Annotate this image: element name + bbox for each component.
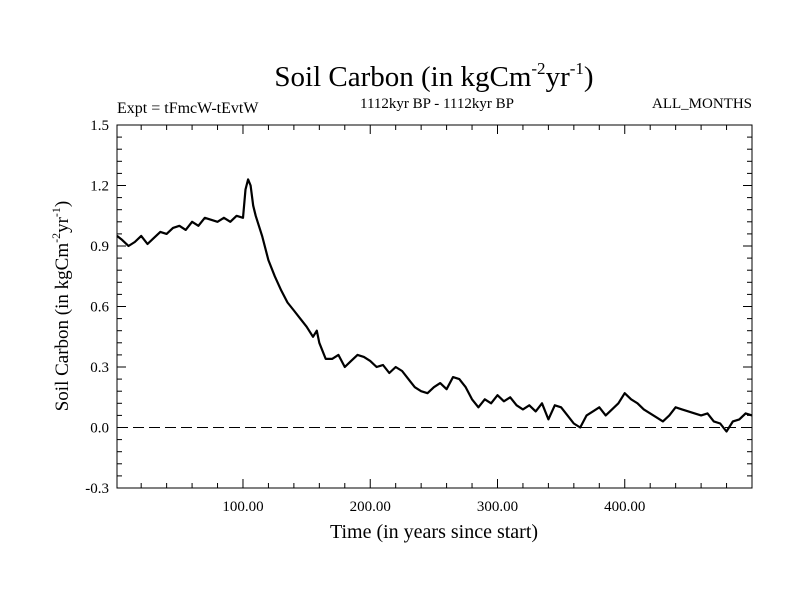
x-axis-ticks bbox=[140, 125, 728, 488]
y-tick-label: 0.9 bbox=[90, 239, 109, 255]
y-tick-label: 0.3 bbox=[90, 360, 109, 376]
x-tick-label: 200.00 bbox=[350, 499, 391, 515]
y-axis-ticks bbox=[117, 124, 752, 489]
y-label-sup2: -1 bbox=[49, 207, 63, 217]
y-label-main: Soil Carbon (in kgCm bbox=[52, 243, 73, 412]
x-axis-label: Time (in years since start) bbox=[330, 521, 538, 543]
y-tick-label: 1.2 bbox=[90, 179, 109, 195]
y-tick-label: 0.0 bbox=[90, 421, 109, 437]
y-axis-label: Soil Carbon (in kgCm-2yr-1) bbox=[49, 201, 73, 412]
y-tick-label: 1.5 bbox=[90, 118, 109, 134]
y-label-end: ) bbox=[52, 201, 73, 207]
chart-title-main: Soil Carbon (in kgCm bbox=[274, 61, 531, 93]
y-axis-tick-labels: -0.3 0.0 0.3 0.6 0.9 1.2 1.5 bbox=[85, 118, 109, 497]
x-axis-tick-labels: 100.00 200.00 300.00 400.00 bbox=[222, 499, 645, 515]
y-tick-label: -0.3 bbox=[85, 481, 109, 497]
chart-title-end: ) bbox=[584, 61, 594, 93]
x-tick-label: 100.00 bbox=[222, 499, 263, 515]
chart-title-sup1: -2 bbox=[531, 59, 545, 78]
y-tick-label: 0.6 bbox=[90, 300, 109, 316]
subtitle-left: Expt = tFmcW-tEvtW bbox=[117, 100, 259, 117]
y-label-sup1: -2 bbox=[49, 233, 63, 243]
series-line-soil-carbon bbox=[116, 178, 753, 433]
chart-title-mid: yr bbox=[546, 61, 571, 93]
x-tick-label: 400.00 bbox=[604, 499, 645, 515]
subtitle-center: 1112kyr BP - 1112kyr BP bbox=[360, 96, 514, 112]
x-tick-label: 300.00 bbox=[477, 499, 518, 515]
plot-frame bbox=[116, 124, 753, 489]
chart-title: Soil Carbon (in kgCm-2yr-1) bbox=[274, 59, 593, 93]
y-label-mid: yr bbox=[52, 216, 73, 233]
subtitle-right: ALL_MONTHS bbox=[652, 96, 752, 112]
chart-title-sup2: -1 bbox=[570, 59, 584, 78]
